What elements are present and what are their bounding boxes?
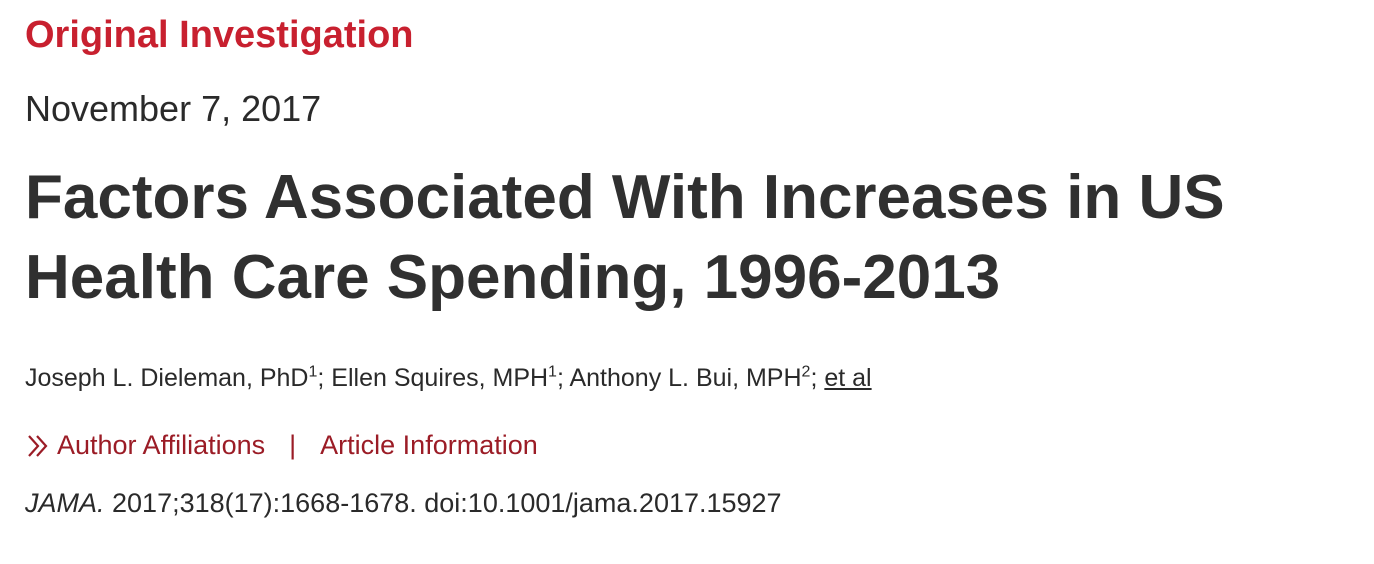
article-information-link[interactable]: Article Information [320, 430, 538, 460]
publication-date: November 7, 2017 [25, 88, 322, 129]
affiliation-marker: 1 [548, 363, 557, 381]
author-separator: ; [317, 364, 332, 392]
journal-name: JAMA. [25, 488, 105, 518]
author-name: Joseph L. Dieleman, PhD [25, 364, 309, 392]
double-chevron-right-icon[interactable] [25, 433, 53, 459]
author-name: Anthony L. Bui, MPH [569, 364, 802, 392]
author-separator: ; [810, 364, 825, 392]
affiliation-marker: 2 [801, 363, 811, 381]
author-name: Ellen Squires, MPH [331, 364, 549, 392]
author-list: Joseph L. Dieleman, PhD1; Ellen Squires,… [25, 364, 872, 393]
link-separator: | [289, 430, 297, 460]
article-title: Factors Associated With Increases in US … [25, 163, 1225, 312]
et-al-link[interactable]: et al [824, 364, 872, 392]
citation-reference: 2017;318(17):1668-1678. doi:10.1001/jama… [104, 488, 782, 518]
article-info-links: Author Affiliations | Article Informatio… [25, 430, 538, 461]
author-separator: ; [556, 364, 570, 392]
article-type-label: Original Investigation [25, 14, 414, 56]
author-affiliations-link[interactable]: Author Affiliations [57, 430, 266, 460]
affiliation-marker: 1 [308, 363, 318, 381]
citation: JAMA. 2017;318(17):1668-1678. doi:10.100… [25, 488, 782, 519]
